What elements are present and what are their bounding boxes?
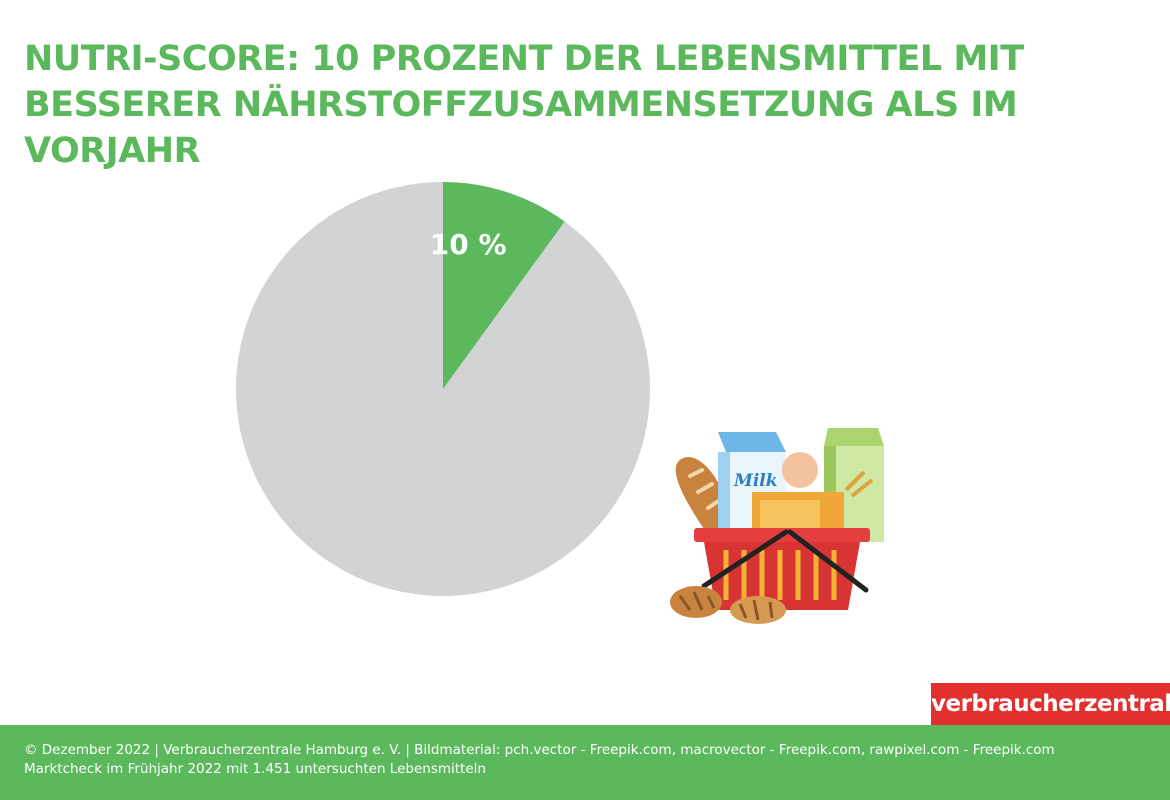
footer: © Dezember 2022 | Verbraucherzentrale Ha… [0,725,1170,800]
pie-slice [443,182,565,389]
page-title: NUTRI-SCORE: 10 PROZENT DER LEBENSMITTEL… [24,39,1024,171]
brand-logo: verbraucherzentrale [931,683,1170,725]
footer-credits: © Dezember 2022 | Verbraucherzentrale Ha… [24,742,1055,758]
footer-source: Marktcheck im Frühjahr 2022 mit 1.451 un… [24,761,486,777]
basket-body [694,528,870,610]
shopping-basket-icon: Milk [670,428,884,624]
croissant-icon [670,586,786,624]
pie-slice [235,182,650,596]
milk-label: Milk [733,471,778,491]
pie-chart: 10 % [235,182,650,596]
pie-slice-label: 10 % [430,228,507,261]
